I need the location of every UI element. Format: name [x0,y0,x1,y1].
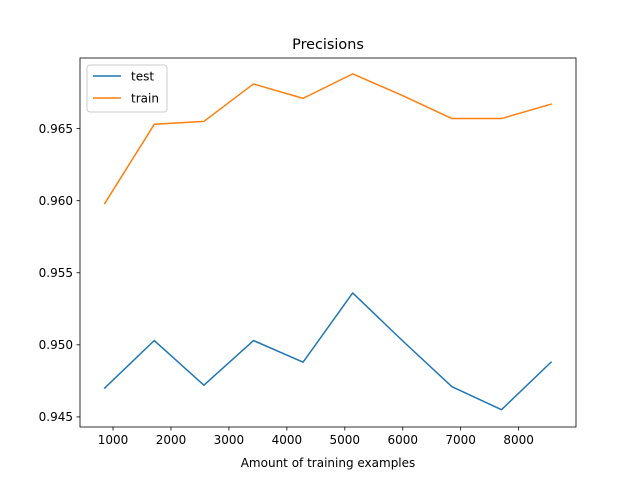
axes-frame [79,57,577,428]
legend-label-test: test [131,69,154,83]
chart-title: Precisions [292,37,364,53]
x-axis-label: Amount of training examples [241,456,416,470]
x-tick-label: 2000 [156,433,187,447]
y-tick-label: 0.955 [39,266,73,280]
legend: test train [86,64,168,113]
x-tick-label: 4000 [272,433,303,447]
x-tick-label: 5000 [330,433,361,447]
legend-label-train: train [131,91,159,105]
y-tick-label: 0.960 [39,194,73,208]
y-tick-label: 0.945 [39,410,73,424]
series-line-train [103,73,553,205]
y-tick-label: 0.950 [39,338,73,352]
x-tick-label: 1000 [98,433,129,447]
x-tick-label: 3000 [214,433,245,447]
y-tick-label: 0.965 [39,122,73,136]
x-tick-label: 6000 [387,433,418,447]
x-tick-label: 7000 [445,433,476,447]
x-tick-label: 8000 [503,433,534,447]
plot-area: 1000 2000 3000 4000 5000 6000 7000 8000 0.945 0.9… [39,57,577,447]
series-line-test [103,292,553,411]
